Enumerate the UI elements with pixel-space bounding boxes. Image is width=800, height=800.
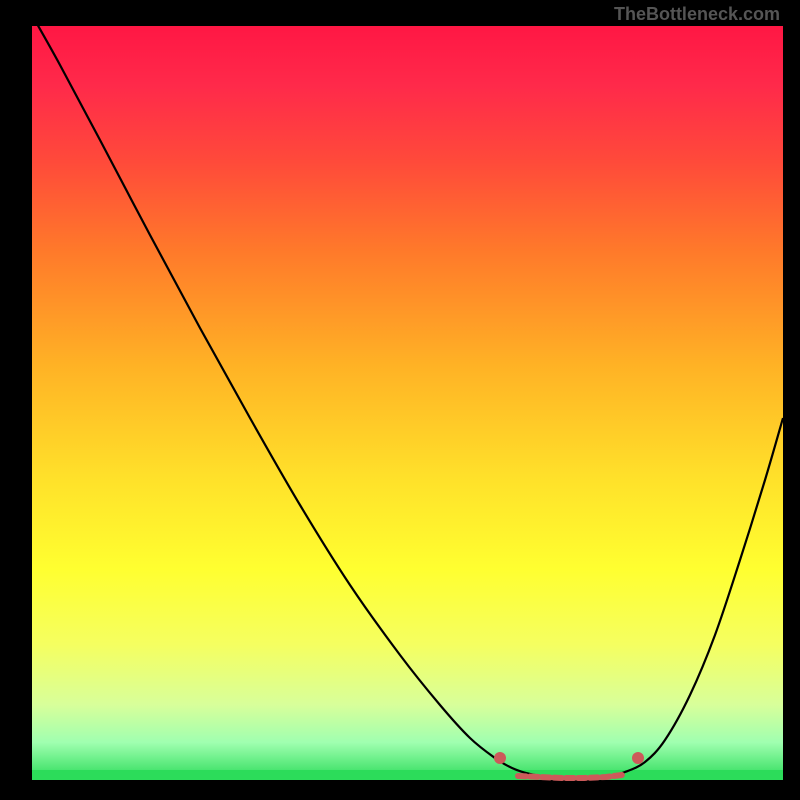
bottleneck-chart xyxy=(0,0,800,800)
bottom-green-band xyxy=(32,770,783,780)
watermark-text: TheBottleneck.com xyxy=(614,4,780,25)
marker-bottom-line xyxy=(518,775,622,778)
plot-background xyxy=(32,26,783,780)
chart-svg xyxy=(0,0,800,800)
marker-dot xyxy=(494,752,506,764)
marker-dot xyxy=(632,752,644,764)
